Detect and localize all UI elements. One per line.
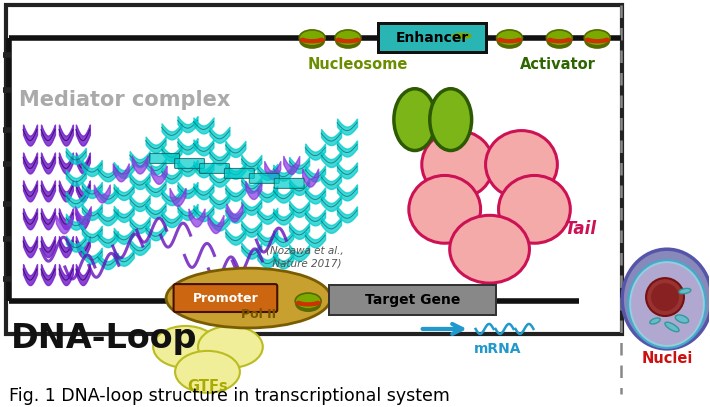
Text: GTFs: GTFs <box>187 379 228 394</box>
Ellipse shape <box>496 36 523 44</box>
Ellipse shape <box>452 33 472 39</box>
Ellipse shape <box>297 296 319 302</box>
Ellipse shape <box>409 175 481 243</box>
Ellipse shape <box>175 351 240 393</box>
Ellipse shape <box>486 131 557 198</box>
Ellipse shape <box>299 36 325 44</box>
Ellipse shape <box>650 318 660 324</box>
Ellipse shape <box>628 260 706 348</box>
Text: Activator: Activator <box>520 57 596 72</box>
Text: mRNA: mRNA <box>474 342 521 356</box>
Ellipse shape <box>335 36 361 44</box>
Ellipse shape <box>496 33 523 49</box>
FancyBboxPatch shape <box>274 178 304 188</box>
Text: (Nozawa et al.,
 Nature 2017): (Nozawa et al., Nature 2017) <box>266 245 344 269</box>
Ellipse shape <box>335 33 361 49</box>
Text: Tail: Tail <box>564 220 596 238</box>
FancyBboxPatch shape <box>224 168 254 178</box>
Ellipse shape <box>449 33 474 49</box>
Ellipse shape <box>299 30 325 46</box>
Ellipse shape <box>675 315 689 323</box>
FancyBboxPatch shape <box>328 284 496 316</box>
FancyBboxPatch shape <box>150 153 180 164</box>
FancyBboxPatch shape <box>249 173 279 184</box>
Ellipse shape <box>646 278 684 316</box>
Ellipse shape <box>549 33 569 39</box>
Ellipse shape <box>496 30 523 46</box>
FancyBboxPatch shape <box>380 25 485 51</box>
Text: Nuclei: Nuclei <box>641 351 693 366</box>
Ellipse shape <box>622 249 710 349</box>
Ellipse shape <box>295 300 321 306</box>
Ellipse shape <box>499 33 520 39</box>
Ellipse shape <box>166 268 331 328</box>
Text: Nucleosome: Nucleosome <box>308 57 408 72</box>
Ellipse shape <box>295 296 321 312</box>
Ellipse shape <box>430 89 471 151</box>
Ellipse shape <box>302 33 322 39</box>
Ellipse shape <box>422 131 493 198</box>
Ellipse shape <box>198 326 263 368</box>
FancyBboxPatch shape <box>6 5 622 334</box>
Text: Pol II: Pol II <box>241 309 276 322</box>
Ellipse shape <box>547 33 572 49</box>
Text: Enhancer: Enhancer <box>395 31 469 45</box>
Ellipse shape <box>584 36 610 44</box>
FancyBboxPatch shape <box>330 286 495 314</box>
Ellipse shape <box>547 30 572 46</box>
Text: Fig. 1 DNA-loop structure in transcriptional system: Fig. 1 DNA-loop structure in transcripti… <box>9 387 450 405</box>
Text: Promoter: Promoter <box>192 291 258 304</box>
Ellipse shape <box>338 33 359 39</box>
Ellipse shape <box>679 289 691 294</box>
Ellipse shape <box>295 293 321 309</box>
Text: DNA-Loop: DNA-Loop <box>11 322 197 355</box>
Ellipse shape <box>587 33 608 39</box>
Ellipse shape <box>665 322 679 332</box>
FancyBboxPatch shape <box>173 284 277 312</box>
Ellipse shape <box>449 36 474 44</box>
Ellipse shape <box>498 175 570 243</box>
Ellipse shape <box>547 36 572 44</box>
Ellipse shape <box>584 33 610 49</box>
Ellipse shape <box>651 283 679 311</box>
Ellipse shape <box>299 33 325 49</box>
FancyBboxPatch shape <box>377 22 488 54</box>
Ellipse shape <box>631 263 703 345</box>
Ellipse shape <box>584 30 610 46</box>
FancyBboxPatch shape <box>200 164 229 173</box>
Ellipse shape <box>449 30 474 46</box>
Ellipse shape <box>335 30 361 46</box>
FancyBboxPatch shape <box>175 158 204 168</box>
Ellipse shape <box>394 89 436 151</box>
Ellipse shape <box>153 326 218 368</box>
Ellipse shape <box>449 215 530 283</box>
Text: Target Gene: Target Gene <box>365 293 460 307</box>
Text: Mediator complex: Mediator complex <box>19 90 231 109</box>
